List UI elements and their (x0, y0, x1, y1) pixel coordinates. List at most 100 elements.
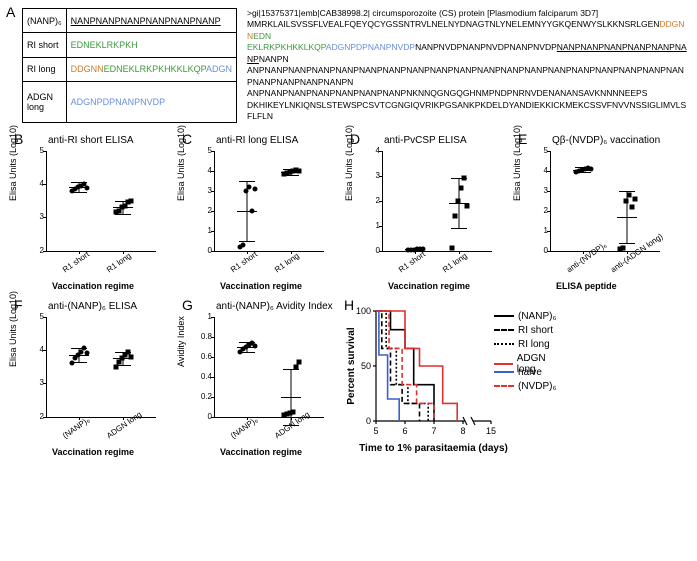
y-axis-label: Elisa Units (Log10) (8, 125, 18, 201)
seq-name: RI long (23, 57, 67, 81)
ytick-label: 3 (32, 378, 44, 387)
svg-text:0: 0 (366, 416, 371, 426)
data-point (296, 169, 301, 174)
chart-title: Qβ-(NVDP)₆ vaccination (552, 135, 660, 146)
ytick-label: 2 (200, 206, 212, 215)
svg-text:Time to 1% parasitaemia (days): Time to 1% parasitaemia (days) (359, 443, 508, 454)
ytick-label: 5 (32, 146, 44, 155)
category-label: R1 short (229, 249, 259, 274)
protein-header: >gi|15375371|emb|CAB38998.2| circumsporo… (247, 8, 689, 19)
legend-text: naive (518, 367, 542, 378)
ytick-label: 2 (368, 196, 380, 205)
ytick-label: 4 (200, 166, 212, 175)
seq-name: RI short (23, 33, 67, 57)
category-label: R1 long (273, 251, 301, 274)
panel-f: Fanti-(NANP)₆ ELISAElisa Units (Log10)Va… (12, 299, 172, 459)
sequence-table: (NANP)₆NANPNANPNANPNANPNANPNANPRI shortE… (22, 8, 237, 123)
seq-value: EDNEKLRKPKH (66, 33, 236, 57)
chart-title: anti-RI short ELISA (48, 135, 134, 146)
category-label: R1 long (441, 251, 469, 274)
protein-body: MMRKLAILSVSSFLVEALFQEYQCYGSSNTRVLNELNYDN… (247, 19, 689, 122)
ytick-label: 1 (536, 226, 548, 235)
data-point (128, 354, 133, 359)
category-label: (NANP)₆ (229, 415, 259, 440)
panel-d: Danti-PvCSP ELISAElisa Units (Log10)Vacc… (348, 133, 508, 293)
panel-g: Ganti-(NANP)₆ Avidity IndexAvidity Index… (180, 299, 340, 459)
legend-item: (NANP)₆ (494, 311, 556, 322)
ytick-label: 3 (536, 186, 548, 195)
legend-text: RI short (518, 325, 553, 336)
legend-text: (NANP)₆ (518, 311, 556, 322)
legend-swatch (494, 315, 514, 317)
chart-title: anti-PvCSP ELISA (384, 135, 467, 146)
category-label: anti-(NVDP)₆ (565, 240, 608, 274)
panel-e: EQβ-(NVDP)₆ vaccinationElisa Units (Log1… (516, 133, 676, 293)
data-point (420, 246, 425, 251)
data-point (623, 198, 628, 203)
ytick-label: 4 (536, 166, 548, 175)
panel-label-a: A (6, 4, 15, 20)
ytick-label: 2 (536, 206, 548, 215)
ytick-label: 3 (32, 212, 44, 221)
data-point (632, 196, 637, 201)
x-axis-label: Vaccination regime (220, 447, 302, 457)
x-axis-label: Vaccination regime (220, 281, 302, 291)
y-axis-label: Elisa Units (Log10) (8, 291, 18, 367)
seq-value: DDGNNEDNEKLRKPKHKKLKQPADGN (66, 57, 236, 81)
ytick-label: 3 (200, 186, 212, 195)
legend-text: RI long (518, 339, 550, 350)
svg-text:15: 15 (486, 426, 496, 436)
ytick-label: 4 (32, 345, 44, 354)
ytick-label: 5 (536, 146, 548, 155)
y-axis-label: Elisa Units (Log10) (176, 125, 186, 201)
panel-a: A (NANP)₆NANPNANPNANPNANPNANPNANPRI shor… (8, 8, 689, 123)
data-point (249, 208, 254, 213)
y-axis-label: Elisa Units (Log10) (512, 125, 522, 201)
data-point (84, 186, 89, 191)
svg-text:7: 7 (431, 426, 436, 436)
seq-name: (NANP)₆ (23, 9, 67, 33)
x-axis-label: ELISA peptide (556, 281, 617, 291)
legend-item: (NVDP)₆ (494, 381, 556, 392)
ytick-label: 2 (32, 246, 44, 255)
data-point (290, 409, 295, 414)
panel-b: Banti-RI short ELISAElisa Units (Log10)V… (12, 133, 172, 293)
legend-item: RI long (494, 339, 550, 350)
legend-item: naive (494, 367, 542, 378)
ytick-label: 5 (200, 146, 212, 155)
data-point (128, 198, 133, 203)
panel-label: H (344, 297, 354, 313)
data-point (629, 204, 634, 209)
data-point (461, 176, 466, 181)
ytick-label: 0 (536, 246, 548, 255)
data-point (240, 242, 245, 247)
svg-text:8: 8 (460, 426, 465, 436)
category-label: R1 short (397, 249, 427, 274)
data-point (449, 246, 454, 251)
ytick-label: 1 (200, 226, 212, 235)
legend-swatch (494, 363, 513, 365)
category-label: ADGN long (105, 409, 143, 440)
ytick-label: 4 (32, 179, 44, 188)
data-point (464, 203, 469, 208)
survival-series (376, 311, 399, 421)
seq-value: NANPNANPNANPNANPNANPNANP (66, 9, 236, 33)
y-axis-label: Avidity Index (176, 316, 186, 367)
x-axis-label: Vaccination regime (52, 447, 134, 457)
legend-swatch (494, 385, 514, 387)
ytick-label: 5 (32, 312, 44, 321)
svg-text:5: 5 (373, 426, 378, 436)
data-point (452, 213, 457, 218)
legend-swatch (494, 329, 514, 331)
data-point (296, 359, 301, 364)
row-b-e: Banti-RI short ELISAElisa Units (Log10)V… (8, 133, 689, 293)
legend-swatch (494, 343, 514, 345)
svg-text:6: 6 (402, 426, 407, 436)
ytick-label: 0 (200, 246, 212, 255)
data-point (69, 361, 74, 366)
data-point (84, 351, 89, 356)
svg-text:100: 100 (356, 306, 371, 316)
data-point (458, 186, 463, 191)
x-axis-label: Vaccination regime (388, 281, 470, 291)
y-axis-label: Elisa Units (Log10) (344, 125, 354, 201)
